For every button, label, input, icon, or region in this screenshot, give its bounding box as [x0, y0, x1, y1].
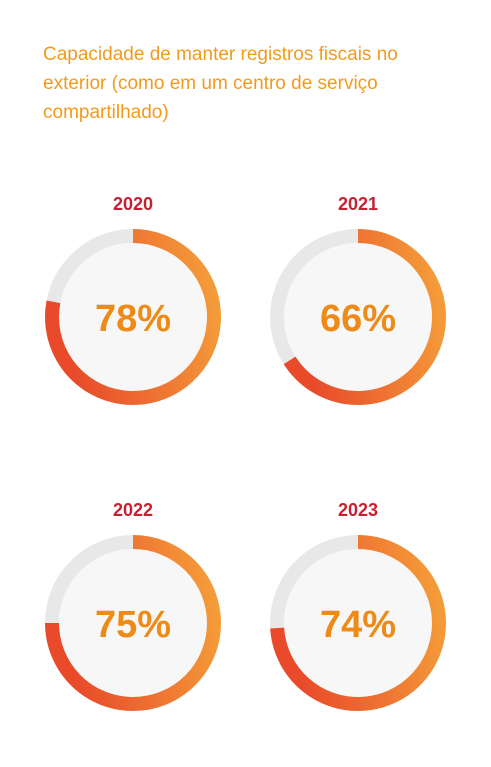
donut-chart: 66%: [270, 229, 446, 405]
value-arc: [45, 535, 221, 711]
value-label: 78%: [95, 298, 171, 340]
year-label: 2023: [337, 500, 379, 520]
value-label: 66%: [320, 298, 396, 340]
donut-inner: [59, 549, 207, 697]
donut-chart: 74%: [270, 535, 446, 711]
gauge-2022: 2022 75%: [43, 499, 223, 713]
donut-chart: 78%: [45, 229, 221, 405]
value-arc: [45, 229, 221, 405]
donut-chart: 75%: [45, 535, 221, 711]
value-arc: [270, 535, 446, 711]
value-label: 75%: [95, 604, 171, 646]
year-label: 2021: [337, 194, 379, 214]
chart-title: Capacidade de manter registros fiscais n…: [43, 44, 398, 123]
donut-inner: [59, 243, 207, 391]
gauge-2020: 2020 78%: [43, 193, 223, 407]
year-label: 2022: [112, 500, 154, 520]
gauge-2023: 2023 74%: [268, 499, 448, 713]
gauge-2021: 2021 66%: [268, 193, 448, 407]
donut-inner: [284, 549, 432, 697]
year-label: 2020: [112, 194, 154, 214]
value-label: 74%: [320, 604, 396, 646]
value-arc: [283, 229, 446, 405]
donut-inner: [284, 243, 432, 391]
